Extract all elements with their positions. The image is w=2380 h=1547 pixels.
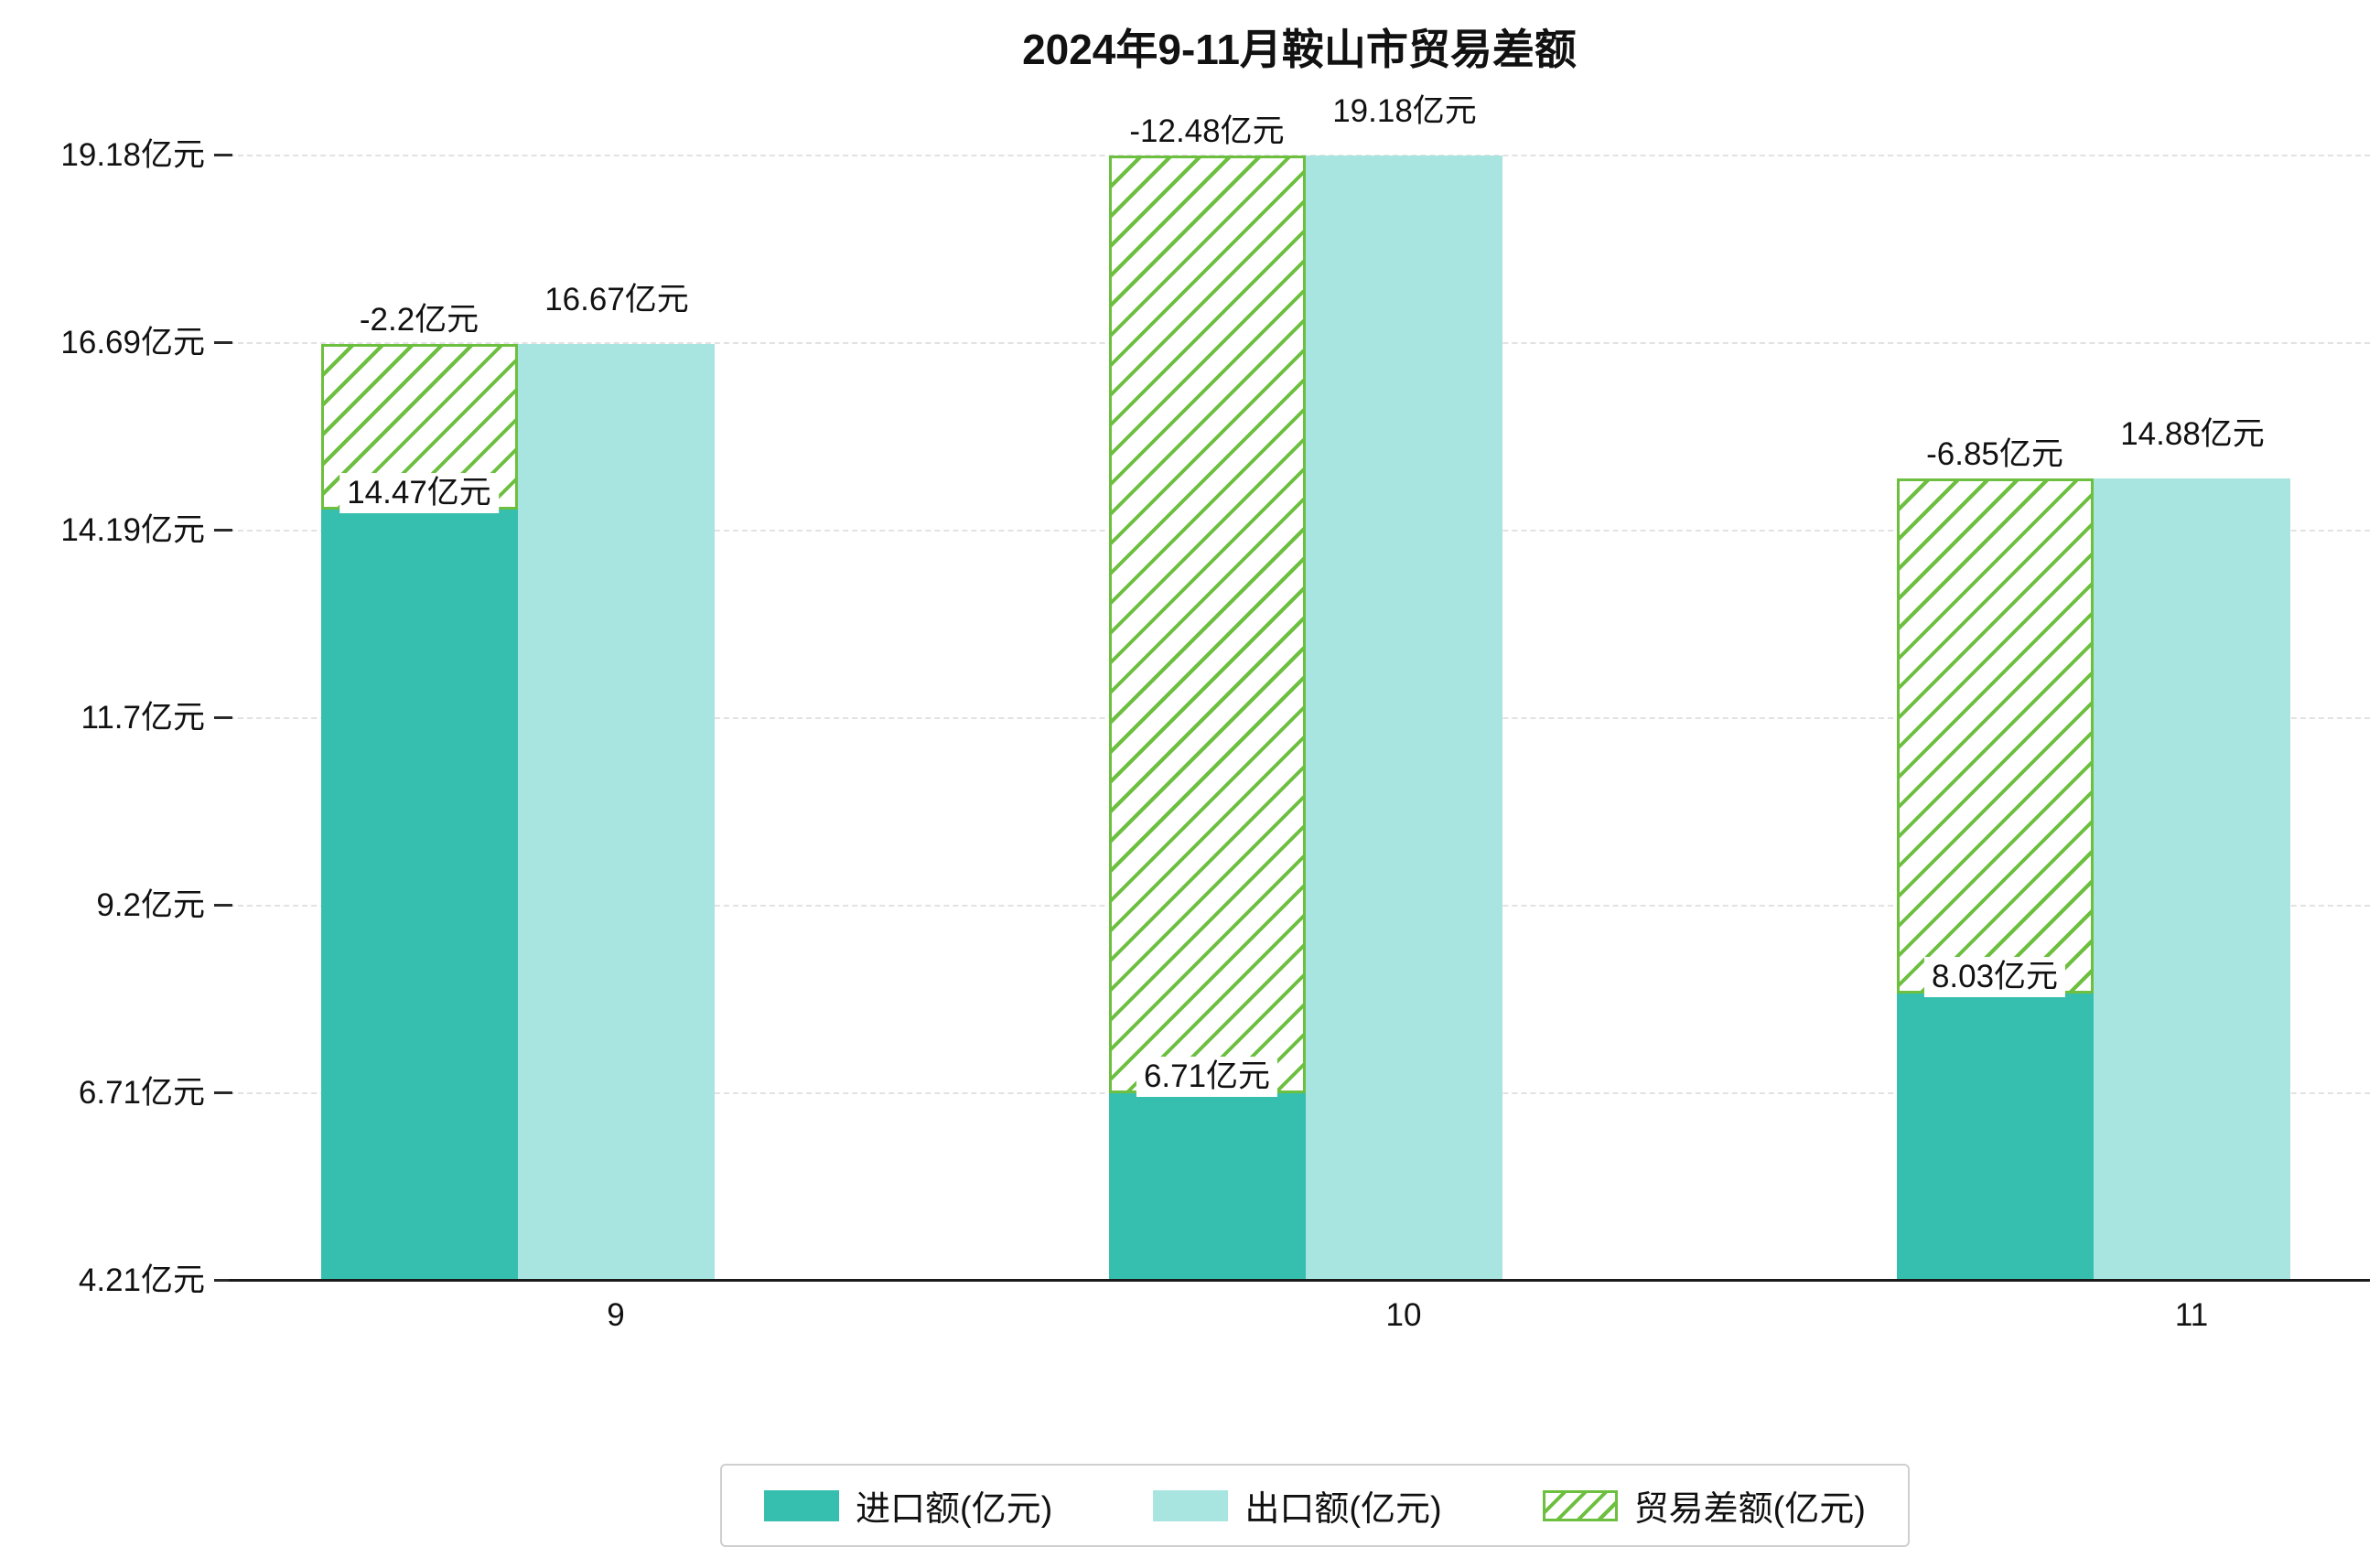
trade-balance-value-label: -6.85亿元: [1919, 435, 2071, 476]
x-axis-line: [229, 1279, 2370, 1282]
import-bar[interactable]: [1109, 1092, 1306, 1281]
y-axis-label: 4.21亿元: [78, 1262, 205, 1298]
y-axis-tick: [214, 154, 232, 156]
import-bar[interactable]: [321, 509, 518, 1281]
y-axis-tick: [214, 904, 232, 907]
legend-label-trade-balance: 贸易差额(亿元): [1633, 1490, 1866, 1529]
trade-balance-value-label: -2.2亿元: [351, 300, 487, 341]
legend-item-export[interactable]: 出口额(亿元): [1153, 1480, 1442, 1531]
trade-balance-bar[interactable]: [1109, 156, 1306, 1093]
y-axis-label: 16.69亿元: [60, 324, 205, 360]
import-value-label: 6.71亿元: [1136, 1056, 1278, 1097]
export-value-label: 19.18亿元: [1325, 91, 1484, 132]
legend-label-import: 进口额(亿元): [856, 1490, 1053, 1529]
y-axis-label: 11.7亿元: [81, 699, 205, 736]
y-axis-tick: [214, 1279, 232, 1282]
trade-balance-bar[interactable]: [1897, 478, 2094, 994]
export-bar[interactable]: [2094, 478, 2290, 1281]
x-axis-label: 11: [2174, 1297, 2209, 1333]
export-value-label: 14.88亿元: [2113, 414, 2272, 456]
chart-title: 2024年9-11月鞍山市贸易差额: [1022, 26, 1577, 73]
export-bar[interactable]: [518, 344, 715, 1281]
legend-label-export: 出口额(亿元): [1244, 1490, 1442, 1529]
y-axis-label: 19.18亿元: [60, 137, 205, 173]
import-value-label: 8.03亿元: [1923, 957, 2066, 998]
chart-legend: 进口额(亿元) 出口额(亿元) 贸易差额(亿元): [720, 1464, 1910, 1547]
export-value-label: 16.67亿元: [537, 280, 696, 321]
import-series-swatch-icon: [764, 1489, 840, 1521]
import-value-label: 14.47亿元: [339, 472, 499, 513]
legend-item-import[interactable]: 进口额(亿元): [764, 1480, 1052, 1531]
y-axis-tick: [214, 340, 232, 344]
y-axis-label: 9.2亿元: [96, 887, 205, 923]
y-axis-tick: [214, 529, 232, 532]
import-bar[interactable]: [1897, 994, 2094, 1281]
legend-item-trade-balance[interactable]: 贸易差额(亿元): [1542, 1480, 1866, 1531]
y-axis-label: 14.19亿元: [60, 512, 205, 548]
y-axis-label: 6.71亿元: [78, 1074, 205, 1111]
x-axis-label: 9: [607, 1297, 625, 1333]
export-bar[interactable]: [1306, 156, 1502, 1281]
export-series-swatch-icon: [1153, 1489, 1229, 1521]
x-axis-label: 10: [1385, 1297, 1422, 1333]
y-axis-tick: [214, 715, 232, 719]
trade-balance-series-swatch-icon: [1542, 1489, 1618, 1521]
y-axis-tick: [214, 1090, 232, 1094]
trade-balance-value-label: -12.48亿元: [1122, 112, 1292, 152]
